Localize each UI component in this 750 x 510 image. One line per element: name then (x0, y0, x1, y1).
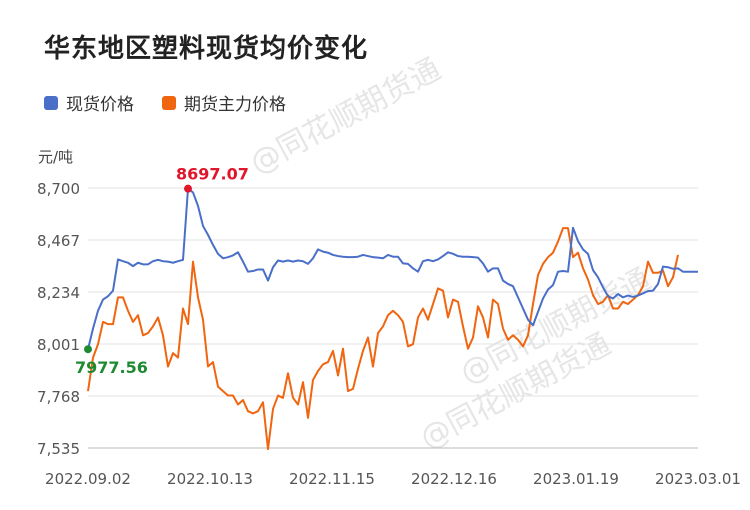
chart-title: 华东地区塑料现货均价变化 (44, 34, 369, 64)
max-value-marker (184, 184, 192, 193)
x-axis: 2022.09.02 2022.10.13 2022.11.15 2022.12.16… (45, 470, 741, 488)
x-tick-label: 2022.11.15 (289, 470, 375, 488)
watermark-text: @同花顺期货通 (245, 52, 447, 181)
futures-price-line (87, 227, 679, 451)
spot-price-line (87, 187, 698, 350)
y-tick-label: 7,535 (37, 440, 80, 458)
legend-label-spot: 现货价格 (66, 95, 134, 115)
y-tick-label: 8,234 (37, 284, 80, 302)
first-value-marker (84, 345, 92, 354)
legend-swatch-spot (44, 95, 58, 110)
y-tick-label: 8,467 (37, 232, 80, 250)
max-value-label: 8697.07 (176, 165, 249, 184)
legend: 现货价格 期货主力价格 (44, 90, 314, 115)
legend-swatch-futures (162, 95, 176, 110)
y-tick-label: 8,700 (37, 180, 80, 198)
x-tick-label: 2022.10.13 (167, 470, 253, 488)
y-axis-unit-label: 元/吨 (38, 148, 73, 166)
legend-label-futures: 期货主力价格 (184, 95, 286, 115)
first-value-label: 7977.56 (75, 358, 148, 377)
annotations: 7977.56 8697.07 (75, 165, 249, 378)
legend-item-futures[interactable]: 期货主力价格 (162, 90, 286, 115)
y-tick-label: 8,001 (37, 336, 80, 354)
x-tick-label: 2022.12.16 (411, 470, 497, 488)
x-tick-label: 2023.03.01 (655, 470, 741, 488)
x-tick-label: 2023.01.19 (533, 470, 619, 488)
y-axis: 7,535 7,768 8,001 8,234 8,467 8,700 元/吨 (37, 148, 80, 458)
legend-item-spot[interactable]: 现货价格 (44, 90, 134, 115)
y-tick-label: 7,768 (37, 388, 80, 406)
x-tick-label: 2022.09.02 (45, 470, 131, 488)
